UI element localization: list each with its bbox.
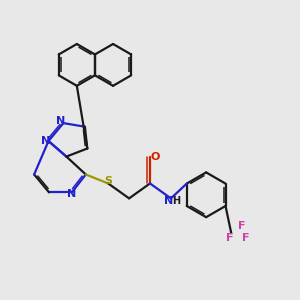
Text: S: S: [104, 176, 112, 186]
Text: N: N: [164, 196, 173, 206]
Text: F: F: [242, 233, 249, 243]
Text: O: O: [151, 152, 160, 163]
Text: F: F: [226, 233, 233, 243]
Text: N: N: [41, 136, 50, 146]
Text: N: N: [67, 190, 76, 200]
Text: F: F: [238, 221, 245, 231]
Text: H: H: [172, 196, 180, 206]
Text: N: N: [56, 116, 66, 126]
